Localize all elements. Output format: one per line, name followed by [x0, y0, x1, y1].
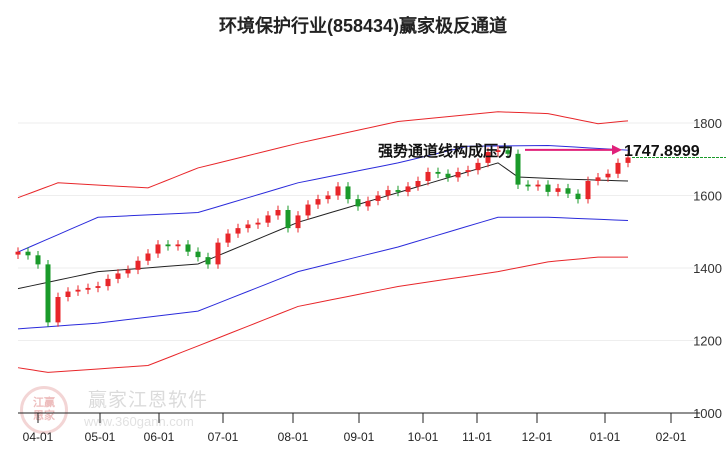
candle-body	[495, 150, 501, 152]
candle-body	[335, 186, 341, 196]
band-middle-black	[17, 162, 629, 290]
candle-body	[15, 251, 21, 255]
candle-body	[125, 269, 131, 274]
candle-body	[415, 181, 421, 187]
band-lower-red	[17, 256, 628, 373]
candle-body	[375, 195, 381, 201]
candle-body	[315, 199, 321, 205]
candle-body	[175, 244, 181, 247]
x-tick-label: 09-01	[344, 430, 375, 444]
candle-body	[75, 289, 81, 292]
candle-body	[285, 210, 291, 229]
candle-body	[305, 204, 311, 216]
watermark-url: www.360gann.com	[84, 414, 194, 429]
candle-body	[515, 153, 521, 185]
candle-body	[395, 190, 401, 192]
candle-body	[205, 257, 211, 265]
candle-body	[625, 157, 631, 163]
candle-body	[155, 244, 161, 254]
candle-body	[585, 181, 591, 200]
x-tick-label: 12-01	[522, 430, 553, 444]
x-tick-label: 11-01	[462, 430, 492, 444]
x-tick-label: 01-01	[590, 430, 621, 444]
candle-body	[445, 173, 451, 178]
candle-body	[275, 210, 281, 216]
candle-body	[535, 184, 541, 187]
candle-body	[45, 264, 51, 323]
candle-body	[245, 224, 251, 229]
candle-body	[605, 173, 611, 178]
candle-body	[465, 170, 471, 172]
y-tick-label: 1200	[693, 334, 722, 349]
candle-body	[135, 260, 141, 270]
x-tick-label: 06-01	[144, 430, 175, 444]
candle-body	[35, 255, 41, 265]
candle-body	[365, 200, 371, 207]
candle-body	[615, 162, 621, 174]
candle-body	[165, 244, 171, 247]
candle-body	[215, 242, 221, 265]
candle-body	[295, 215, 301, 229]
candle-body	[85, 287, 91, 290]
candle-body	[555, 188, 561, 192]
x-tick-label: 07-01	[208, 430, 239, 444]
candle-body	[65, 291, 71, 297]
band-upper-red	[17, 111, 629, 199]
candle-body	[545, 184, 551, 192]
y-tick-label: 1800	[693, 116, 722, 131]
candle-body	[345, 186, 351, 200]
candle-body	[435, 171, 441, 174]
annotation-arrow-head	[612, 144, 622, 155]
candle-body	[485, 152, 491, 163]
x-tick-label: 08-01	[278, 430, 309, 444]
x-tick-label: 04-01	[23, 430, 54, 444]
annotation-text: 强势通道线构成压力	[378, 142, 513, 160]
annotation-value: 1747.8999	[624, 143, 700, 160]
candle-body	[105, 278, 111, 287]
candle-body	[95, 286, 101, 288]
x-tick-label: 10-01	[408, 430, 439, 444]
candle-body	[385, 190, 391, 196]
candle-body	[475, 162, 481, 171]
band-upper-blue	[17, 144, 629, 253]
candle-body	[325, 195, 331, 200]
candle-body	[595, 177, 601, 181]
candle-body	[115, 273, 121, 279]
band-lower-blue	[17, 216, 629, 330]
candle-body	[355, 199, 361, 207]
candle-body	[565, 188, 571, 194]
watermark-name: 赢家江恩软件	[88, 390, 209, 411]
x-tick-label: 05-01	[85, 430, 116, 444]
candle-body	[255, 222, 261, 225]
candle-body	[235, 228, 241, 234]
candle-body	[575, 193, 581, 200]
candle-body	[25, 251, 31, 256]
candle-body	[225, 233, 231, 243]
candle-body	[405, 186, 411, 192]
candle-body	[525, 184, 531, 187]
candle-body	[505, 150, 511, 154]
candle-body	[195, 251, 201, 258]
y-tick-label: 1000	[693, 406, 722, 421]
candle-body	[425, 171, 431, 181]
candle-body	[185, 244, 191, 252]
x-tick-label: 02-01	[656, 430, 687, 444]
candle-body	[455, 171, 461, 178]
candle-body	[145, 253, 151, 261]
candle-body	[265, 215, 271, 223]
chart-title: 环境保护行业(858434)赢家极反通道	[218, 16, 508, 36]
candle-body	[55, 297, 61, 323]
y-tick-label: 1600	[693, 189, 722, 204]
y-tick-label: 1400	[693, 261, 722, 276]
